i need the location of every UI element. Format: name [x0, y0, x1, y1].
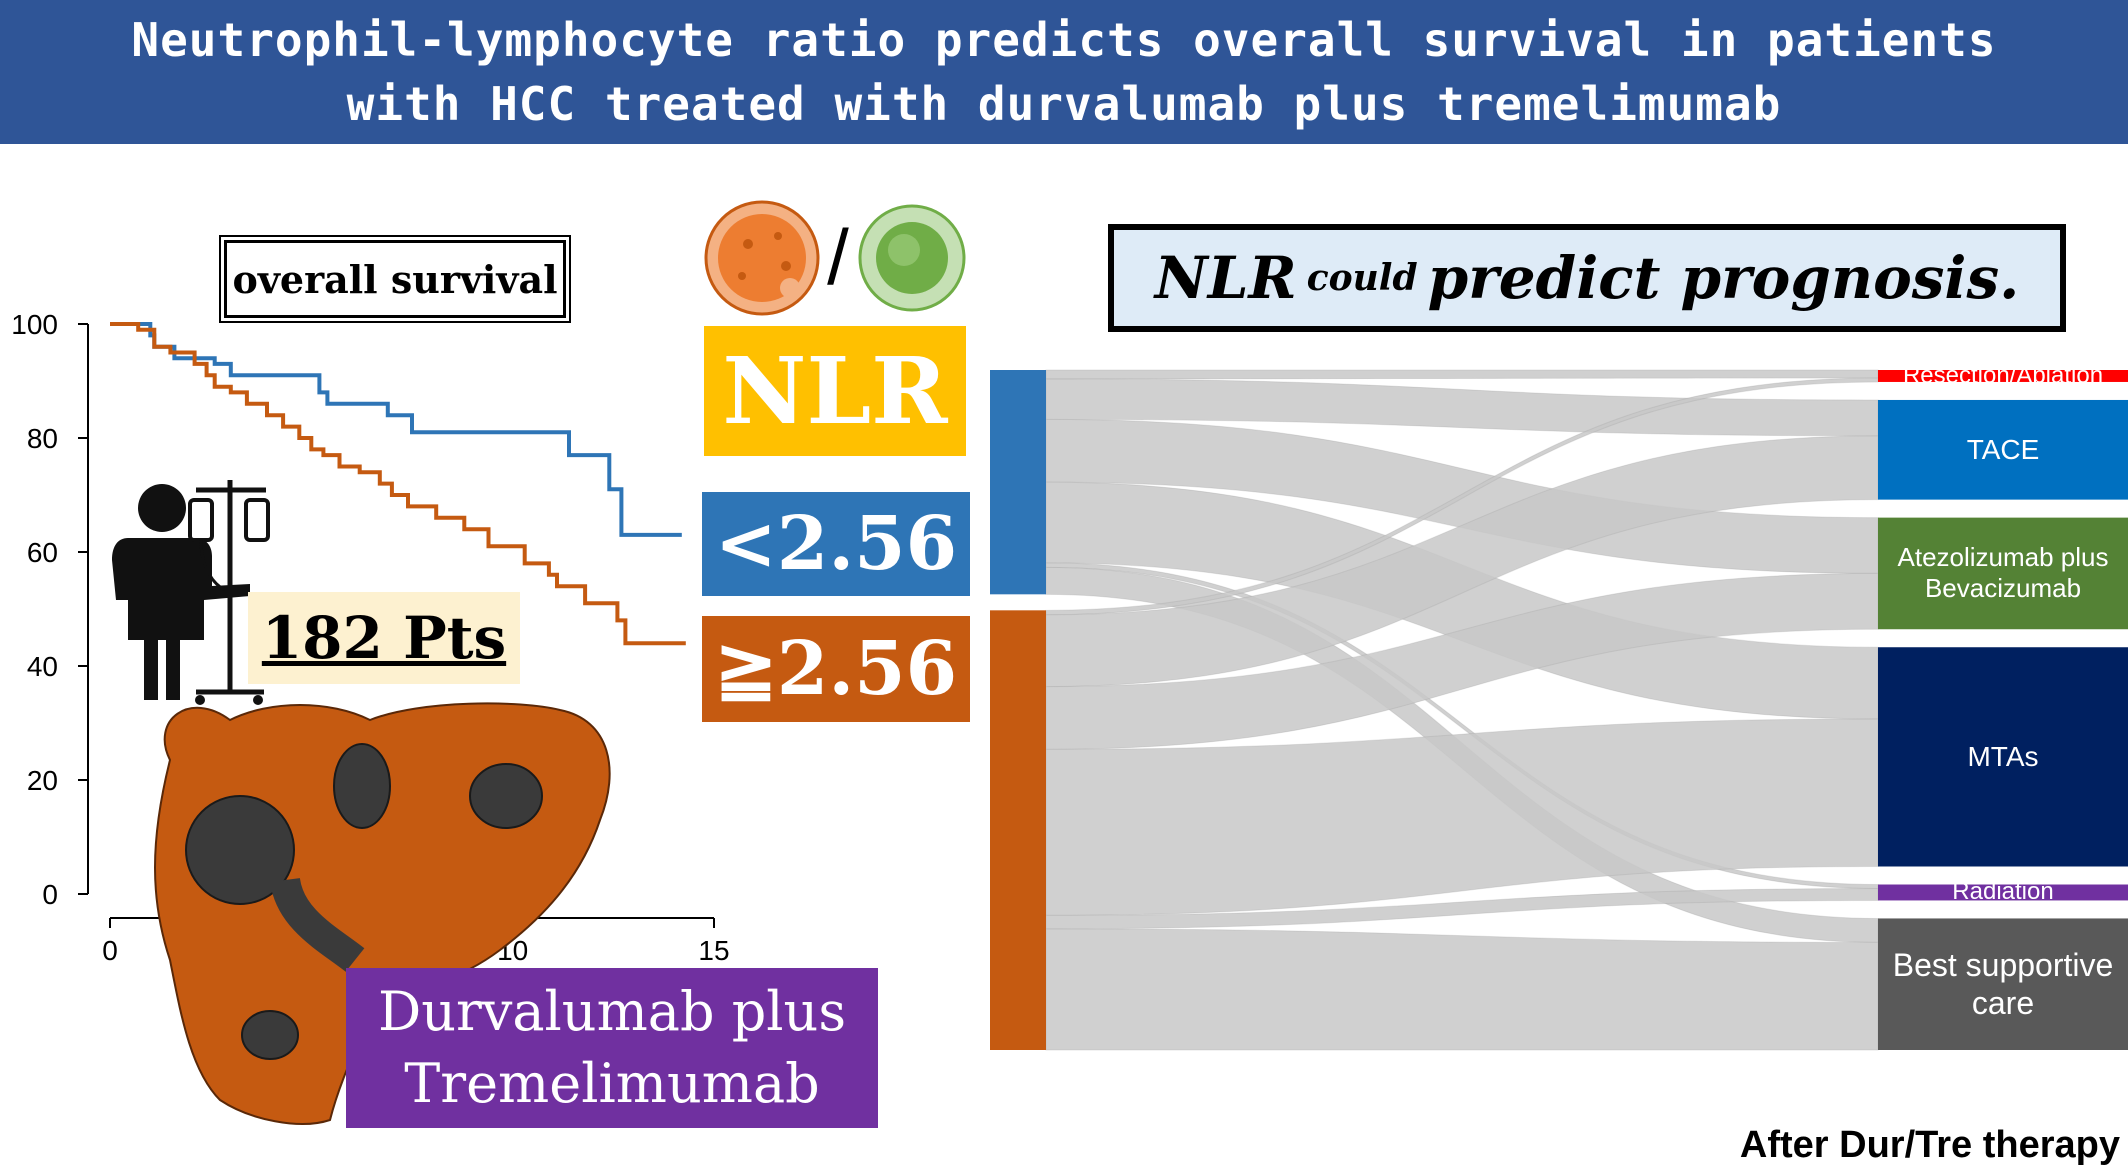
- km-y-tick-label: 100: [11, 309, 58, 340]
- after-therapy-label: After Dur/Tre therapy: [1739, 1124, 2120, 1166]
- sankey-target-node: [1878, 884, 2128, 901]
- sankey-target-node: [1878, 517, 2128, 630]
- overall-survival-label: overall survival: [219, 235, 571, 323]
- km-y-tick-label: 20: [27, 765, 58, 796]
- km-y-tick-label: 60: [27, 537, 58, 568]
- low-nlr-label: <2.56: [702, 492, 970, 596]
- sankey-target-node: [1878, 918, 2128, 1050]
- sankey-flow: [1045, 369, 1879, 380]
- patient-icon: [112, 480, 270, 705]
- sankey-target-node: [1878, 647, 2128, 867]
- sankey-diagram: [990, 369, 2128, 1051]
- sankey-flow: [1045, 928, 1879, 1051]
- km-curves: [110, 322, 686, 646]
- sankey-target-label: Resection/Ablation: [1902, 361, 2104, 389]
- treatment-line-2: Tremelimumab: [404, 1052, 820, 1115]
- sankey-target-label: MTAs: [1967, 741, 2039, 773]
- prediction-part-1: NLR: [1154, 244, 1297, 312]
- km-y-tick-label: 0: [42, 879, 58, 910]
- prediction-banner: NLR could predict prognosis.: [1108, 224, 2066, 332]
- sankey-target-label: Radiation: [1952, 878, 2054, 906]
- sankey-source-node: [990, 610, 1046, 1050]
- sankey-flow: [1045, 435, 1879, 688]
- title-banner: Neutrophil-lymphocyte ratio predicts ove…: [0, 0, 2128, 144]
- km-series-high-nlr-line: [110, 322, 686, 646]
- high-nlr-label: ≧2.56: [702, 616, 970, 722]
- treatment-line-1: Durvalumab plus: [377, 980, 847, 1043]
- sankey-target-label: Atezolizumab plus Bevacizumab: [1897, 542, 2109, 604]
- sankey-flows: [1045, 369, 1879, 1051]
- sankey-flow: [1045, 887, 1879, 930]
- nlr-label: NLR: [704, 326, 966, 456]
- prediction-part-3: predict prognosis.: [1427, 244, 2020, 312]
- title-line-1: Neutrophil-lymphocyte ratio predicts ove…: [131, 13, 1997, 67]
- km-x-tick-label: 15: [698, 935, 729, 966]
- sankey-target-node: [1878, 370, 2128, 382]
- sankey-target-label: TACE: [1966, 433, 2040, 465]
- liver-illustration: [154, 702, 611, 1125]
- title-line-2: with HCC treated with durvalumab plus tr…: [346, 77, 1782, 131]
- lymphocyte-icon: [858, 204, 966, 312]
- treatment-label: Durvalumab plus Tremelimumab: [346, 968, 878, 1128]
- km-x-tick-label: 0: [102, 935, 118, 966]
- sankey-source-node: [990, 370, 1046, 595]
- km-y-tick-label: 40: [27, 651, 58, 682]
- neutrophil-icon: [704, 200, 820, 316]
- km-y-tick-label: 80: [27, 423, 58, 454]
- sankey-target-node: [1878, 399, 2128, 500]
- patient-count-label: 182 Pts: [248, 592, 520, 684]
- sankey-flow: [1045, 718, 1879, 916]
- prediction-part-2: could: [1306, 257, 1418, 299]
- sankey-target-label: Best supportive care: [1892, 946, 2114, 1022]
- ratio-slash: /: [827, 213, 849, 301]
